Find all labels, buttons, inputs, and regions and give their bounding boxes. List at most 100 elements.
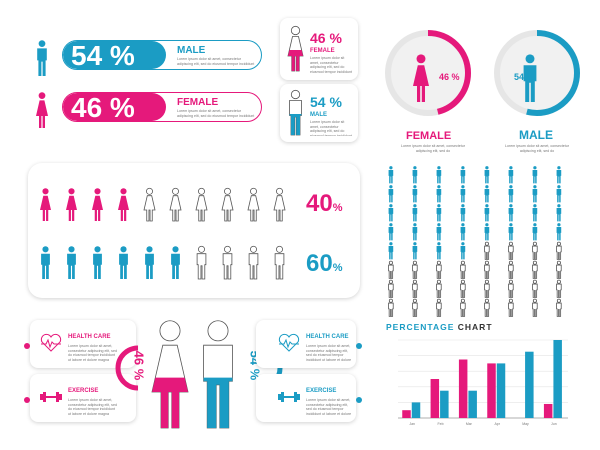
- right-connector-dot-bottom: [356, 397, 362, 403]
- grid-person-icon: [532, 166, 538, 184]
- grid-person-icon: [388, 204, 394, 222]
- grid-person-icon: [532, 298, 538, 317]
- grid-person-icon: [460, 166, 466, 184]
- grid-person-icon: [412, 242, 418, 260]
- grid-person-icon: [556, 279, 562, 298]
- male-person-icon: [171, 246, 180, 279]
- grid-person-icon: [412, 166, 418, 184]
- grid-person-icon: [532, 185, 538, 203]
- grid-person-icon: [460, 185, 466, 203]
- male-person-icon: [67, 246, 76, 279]
- left-exercise-card: EXERCISE Lorem ipsum dolor sit amet, con…: [30, 374, 136, 422]
- grid-person-icon: [436, 166, 442, 184]
- male-donut-text: Lorem ipsum dolor sit amet, consectetur …: [505, 144, 569, 153]
- left-health-text: Lorem ipsum dolor sit amet, consectetur …: [68, 344, 117, 362]
- female-bar-text: Lorem ipsum dolor sit amet, consectetur …: [177, 109, 255, 118]
- grid-person-icon: [532, 204, 538, 222]
- x-tick-label: Jan: [409, 422, 415, 426]
- grid-person-icon: [460, 242, 466, 260]
- male-card-text: Lorem ipsum dolor sit amet, consectetur …: [310, 120, 352, 136]
- grid-person-icon: [484, 223, 490, 241]
- male-bar-fill: [63, 41, 166, 69]
- grid-person-icon: [412, 279, 418, 298]
- grid-person-icon: [532, 279, 538, 298]
- grid-person-icon: [460, 204, 466, 222]
- female-card-label: FEMALE: [310, 48, 335, 54]
- chart-title: PERCENTAGE CHART: [386, 322, 493, 332]
- bar-apr-1: [496, 363, 506, 418]
- female-bar-fill: [63, 93, 166, 121]
- x-tick-label: May: [522, 422, 529, 426]
- grid-person-icon: [484, 204, 490, 222]
- female-donut-chart: 46 %: [385, 30, 471, 116]
- male-outline-icon: [289, 89, 302, 136]
- bar-jun-0: [543, 403, 553, 418]
- right-health-text: Lorem ipsum dolor sit amet, consectetur …: [306, 344, 352, 362]
- grid-person-icon: [436, 204, 442, 222]
- female-person-icon: [221, 187, 234, 222]
- male-large-figure: [203, 320, 233, 429]
- grid-person-icon: [412, 204, 418, 222]
- x-tick-label: Mar: [466, 422, 473, 426]
- female-stat-card: 46 % FEMALE Lorem ipsum dolor sit amet, …: [280, 18, 358, 80]
- donut-m-percent: 54 %: [514, 72, 535, 82]
- right-exercise-text: Lorem ipsum dolor sit amet, consectetur …: [306, 398, 352, 416]
- grid-person-icon: [460, 260, 466, 279]
- female-bar-label: FEMALE: [177, 97, 219, 108]
- left-exercise-label: EXERCISE: [68, 388, 99, 394]
- female-outline-icon: [287, 25, 304, 72]
- grid-person-icon: [388, 223, 394, 241]
- female-person-icon: [247, 187, 260, 222]
- grid-person-icon: [508, 279, 514, 298]
- people-grid: [388, 166, 562, 317]
- male-person-icon: [119, 246, 128, 279]
- male-stat-card: 54 % MALE Lorem ipsum dolor sit amet, co…: [280, 84, 358, 142]
- grid-person-icon: [556, 298, 562, 317]
- female-bar-percent: 46 %: [71, 92, 135, 122]
- bar-apr-0: [487, 363, 496, 418]
- right-exercise-label: EXERCISE: [306, 388, 337, 394]
- heart-pulse-icon: [40, 333, 62, 352]
- grid-person-icon: [388, 260, 394, 279]
- grid-person-icon: [388, 242, 394, 260]
- female-person-icon: [40, 188, 51, 221]
- percentage-bar-chart: Jan Feb Mar Apr May Jun: [398, 339, 568, 426]
- female-person-icon: [66, 188, 77, 221]
- male-person-icon: [196, 245, 207, 280]
- grid-person-icon: [484, 260, 490, 279]
- male-row-percent: 60%: [306, 250, 343, 277]
- grid-person-icon: [556, 241, 562, 260]
- female-donut-text: Lorem ipsum dolor sit amet, consectetur …: [401, 144, 465, 153]
- male-donut-chart: 54 %: [494, 30, 580, 116]
- grid-person-icon: [532, 223, 538, 241]
- x-tick-label: Feb: [437, 422, 443, 426]
- grid-person-icon: [556, 166, 562, 184]
- grid-person-icon: [388, 185, 394, 203]
- dumbbell-icon: [278, 392, 300, 402]
- bar-mar-0: [458, 359, 468, 418]
- grid-person-icon: [412, 260, 418, 279]
- left-connector-dot-top: [24, 343, 30, 349]
- right-health-label: HEALTH CARE: [306, 334, 349, 340]
- bar-feb-1: [440, 390, 449, 418]
- male-person-icon: [41, 246, 50, 279]
- female-person-icon: [169, 187, 182, 222]
- right-health-card: HEALTH CARE Lorem ipsum dolor sit amet, …: [256, 320, 356, 368]
- male-bar-text: Lorem ipsum dolor sit amet, consectetur …: [177, 57, 255, 66]
- male-person-icon: [274, 245, 285, 280]
- grid-person-icon: [484, 185, 490, 203]
- donut-m-arc: [494, 30, 580, 116]
- female-person-icon: [118, 188, 129, 221]
- grid-person-icon: [412, 185, 418, 203]
- left-exercise-text: Lorem ipsum dolor sit amet, consectetur …: [68, 398, 117, 416]
- grid-person-icon: [532, 241, 538, 260]
- grid-person-icon: [508, 260, 514, 279]
- male-person-icon: [222, 245, 233, 280]
- female-card-text: Lorem ipsum dolor sit amet, consectetur …: [310, 56, 352, 74]
- left-connector-dot-bottom: [24, 397, 30, 403]
- bar-feb-0: [430, 379, 440, 418]
- grid-person-icon: [484, 279, 490, 298]
- grid-person-icon: [484, 241, 490, 260]
- grid-person-icon: [532, 260, 538, 279]
- grid-person-icon: [436, 185, 442, 203]
